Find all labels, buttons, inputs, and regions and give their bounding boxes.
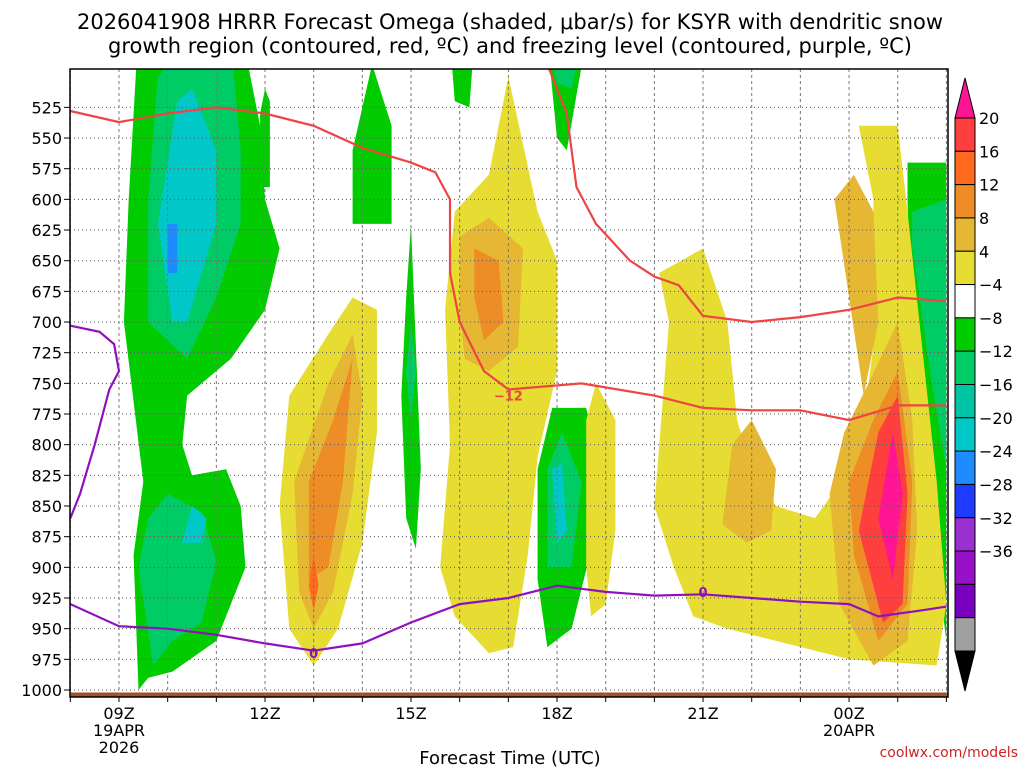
colorbar: 20 16 12 8 4 −4 −8 −12 −16 −20 −24 −28 −32 −36 (954, 77, 1013, 692)
colorbar-box-0 (954, 117, 976, 152)
colorbar-label-10: −24 (979, 442, 1013, 461)
colorbar-box-5 (954, 284, 976, 319)
y-tick-label-750: 750 (31, 374, 62, 393)
y-axis: 525 550 575 600 625 650 675 700 725 750 775 800 825 8… (21, 98, 70, 700)
colorbar-label-9: −20 (979, 409, 1013, 428)
y-tick-label-525: 525 (31, 98, 62, 117)
y-tick-label-1000: 1000 (21, 681, 62, 700)
x-tick-date-9: 19APR (93, 721, 145, 740)
colorbar-bottom-arrow (954, 650, 976, 692)
y-tick-label-975: 975 (31, 650, 62, 669)
colorbar-label-4: 4 (979, 242, 989, 261)
dgz-contour-0 (70, 106, 947, 422)
omega-region-27 (834, 174, 879, 396)
y-tick-label-850: 850 (31, 497, 62, 516)
y-tick-label-775: 775 (31, 405, 62, 424)
y-tick-label-700: 700 (31, 313, 62, 332)
y-tick-label-925: 925 (31, 589, 62, 608)
y-tick-label-575: 575 (31, 160, 62, 179)
x-tick-label-15: 15Z (395, 704, 426, 723)
x-tick-year-9: 2026 (99, 738, 140, 757)
colorbar-box-12 (954, 517, 976, 552)
y-tick-label-800: 800 (31, 436, 62, 455)
contour-label-0: −12 (494, 390, 523, 405)
freezing-level-contour (70, 584, 947, 652)
omega-region-21 (308, 555, 319, 611)
chart-title-line2: growth region (contoured, red, ºC) and f… (108, 34, 912, 58)
colorbar-label-2: 12 (979, 176, 999, 195)
x-tick-label-18: 18Z (541, 704, 572, 723)
x-axis-label: Forecast Time (UTC) (419, 748, 600, 768)
omega-region-8 (452, 69, 473, 108)
omega-region-15 (553, 69, 576, 89)
colorbar-box-15 (954, 617, 976, 652)
colorbar-label-8: −16 (979, 376, 1013, 395)
colorbar-box-1 (954, 150, 976, 186)
y-tick-label-725: 725 (31, 344, 62, 363)
colorbar-label-5: −4 (979, 276, 1003, 295)
omega-region-20 (308, 358, 353, 580)
surface-terrain (70, 692, 948, 697)
colorbar-box-9 (954, 417, 976, 452)
plot-content: −12 0 0 (70, 69, 948, 697)
contour-label-2: 0 (699, 586, 708, 601)
omega-region-5 (167, 223, 178, 273)
colorbar-label-12: −32 (979, 509, 1013, 528)
x-tick-label-24: 00Z (833, 704, 864, 723)
colorbar-box-10 (954, 450, 976, 485)
colorbar-box-2 (954, 184, 976, 219)
y-tick-label-900: 900 (31, 558, 62, 577)
colorbar-label-0: 20 (979, 109, 999, 128)
x-tick-label-21: 21Z (687, 704, 718, 723)
y-tick-label-950: 950 (31, 620, 62, 639)
colorbar-box-8 (954, 384, 976, 419)
colorbar-label-7: −12 (979, 342, 1013, 361)
omega-region-17 (912, 199, 947, 470)
colorbar-box-3 (954, 217, 976, 252)
omega-region-28 (722, 420, 776, 543)
omega-region-3 (182, 506, 207, 543)
y-tick-label-600: 600 (31, 190, 62, 209)
colorbar-box-11 (954, 483, 976, 519)
omega-region-25 (586, 383, 616, 617)
x-tick-label-12: 12Z (249, 704, 280, 723)
freezing-level-contour-left (70, 324, 121, 519)
colorbar-label-3: 8 (979, 209, 989, 228)
colorbar-top-arrow (954, 77, 976, 119)
y-tick-label-675: 675 (31, 282, 62, 301)
colorbar-box-7 (954, 350, 976, 385)
omega-region-13 (552, 463, 567, 543)
omega-region-24 (474, 248, 504, 341)
x-tick-label-9: 09Z (103, 704, 134, 723)
y-tick-label-550: 550 (31, 129, 62, 148)
chart-title-line1: 2026041908 HRRR Forecast Omega (shaded, … (77, 10, 943, 34)
credit-text: coolwx.com/models (880, 745, 1018, 761)
colorbar-box-4 (954, 250, 976, 286)
colorbar-label-1: 16 (979, 142, 999, 161)
contour-label-1: 0 (309, 647, 318, 662)
y-tick-label-625: 625 (31, 221, 62, 240)
y-tick-label-825: 825 (31, 466, 62, 485)
colorbar-box-6 (954, 317, 976, 352)
dgz-contour-1 (547, 69, 947, 324)
x-tick-date-24: 20APR (823, 721, 875, 740)
y-tick-label-875: 875 (31, 528, 62, 547)
colorbar-label-6: −8 (979, 309, 1003, 328)
y-tick-label-650: 650 (31, 252, 62, 271)
plot-area: −12 0 0 (69, 68, 949, 698)
colorbar-label-11: −28 (979, 475, 1013, 494)
colorbar-label-13: −36 (979, 542, 1013, 561)
colorbar-box-13 (954, 550, 976, 585)
omega-region-22 (440, 76, 557, 654)
colorbar-box-14 (954, 583, 976, 619)
